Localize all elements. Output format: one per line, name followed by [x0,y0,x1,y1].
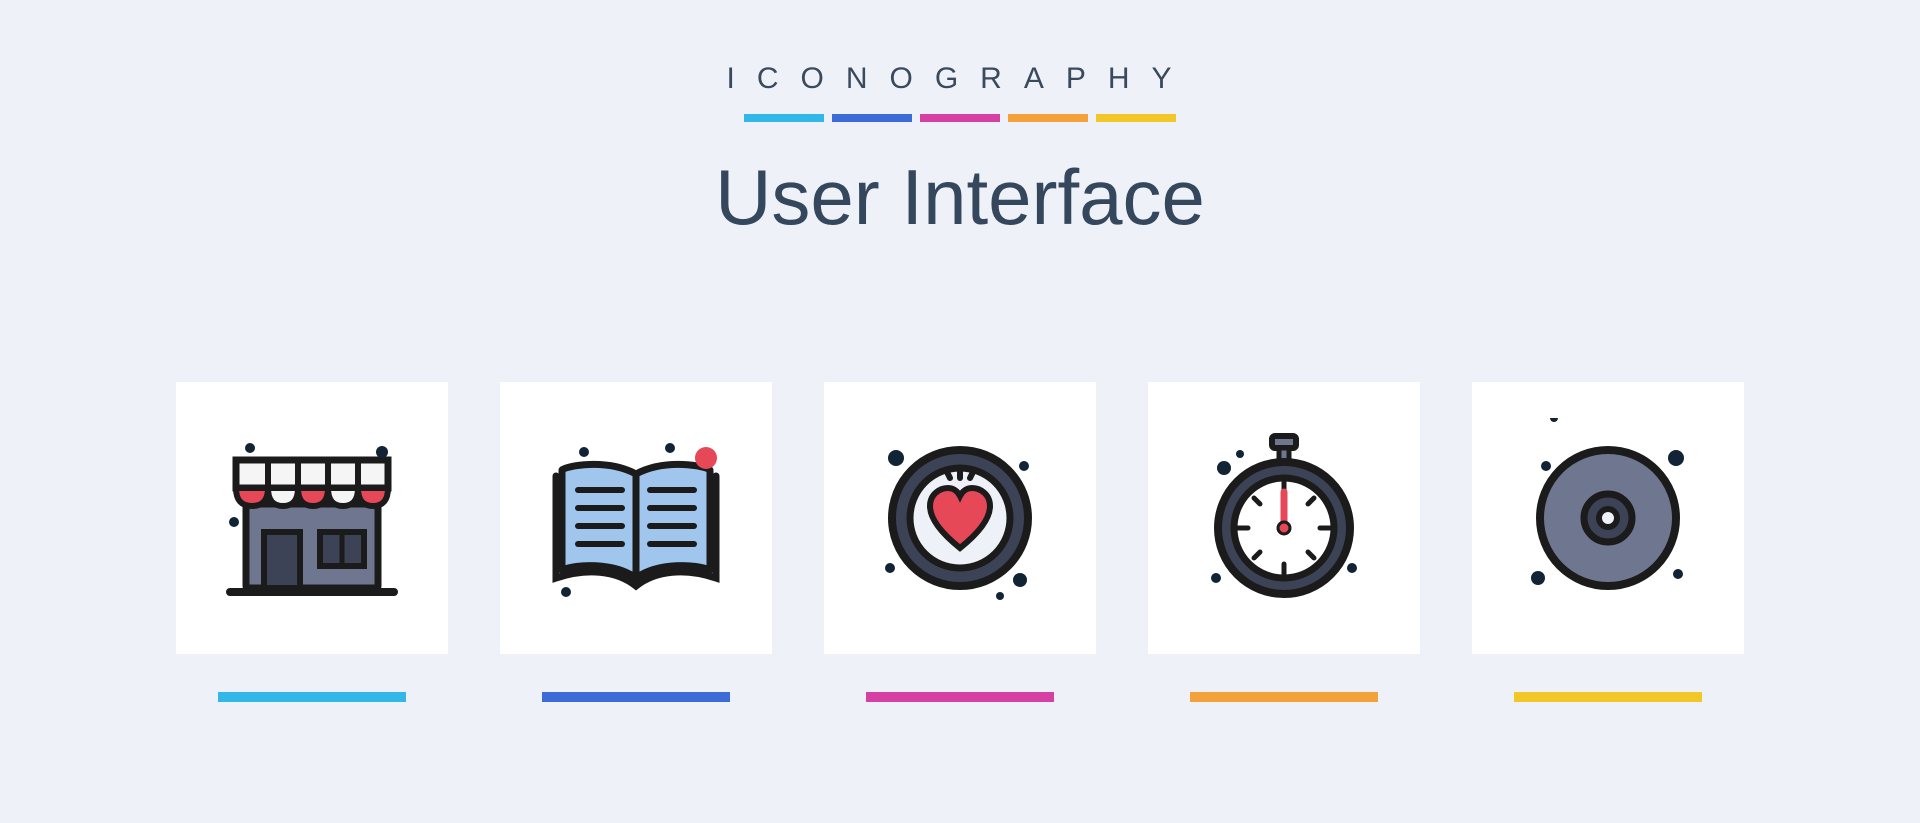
tile-bg-book [500,382,772,654]
overline-text: ICONOGRAPHY [0,62,1920,96]
stripe-cyan [744,114,824,122]
header: ICONOGRAPHY User Interface [0,0,1920,243]
stripe-orange [1008,114,1088,122]
underline-stopwatch [1190,692,1378,702]
tile-bg-shop [176,382,448,654]
book-icon [536,418,736,618]
tile-bg-disc [1472,382,1744,654]
stripe-pink [920,114,1000,122]
stripe-yellow [1096,114,1176,122]
underline-shop [218,692,406,702]
underline-heart [866,692,1054,702]
stripe-row [0,114,1920,122]
stripe-blue [832,114,912,122]
stopwatch-icon [1184,418,1384,618]
heart-badge-icon [860,418,1060,618]
shop-icon [212,418,412,618]
tile-stopwatch [1148,382,1420,702]
tile-book [500,382,772,702]
disc-icon [1508,418,1708,618]
icon-row [0,382,1920,702]
tile-bg-heart [824,382,1096,654]
tile-bg-stopwatch [1148,382,1420,654]
underline-book [542,692,730,702]
title-text: User Interface [0,152,1920,243]
underline-disc [1514,692,1702,702]
tile-disc [1472,382,1744,702]
tile-shop [176,382,448,702]
tile-heart [824,382,1096,702]
